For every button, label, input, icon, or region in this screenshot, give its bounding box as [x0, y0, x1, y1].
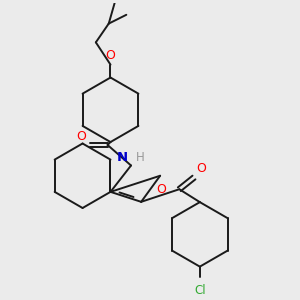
Text: Cl: Cl	[194, 284, 206, 297]
Text: O: O	[76, 130, 86, 142]
Text: O: O	[196, 162, 206, 175]
Text: H: H	[136, 151, 145, 164]
Text: O: O	[156, 183, 166, 196]
Text: O: O	[106, 49, 116, 62]
Text: N: N	[116, 151, 128, 164]
